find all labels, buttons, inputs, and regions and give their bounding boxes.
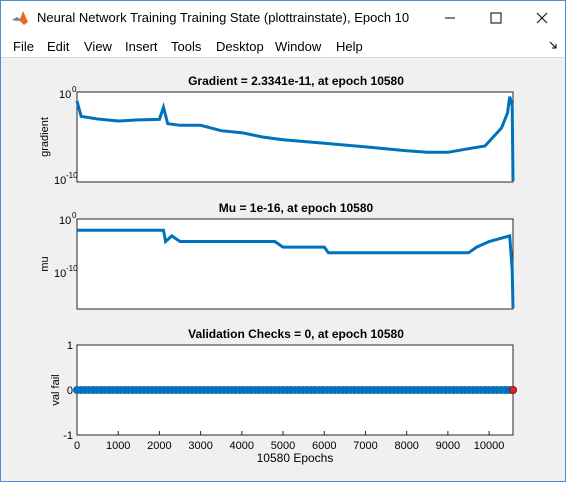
gradient-plot-area bbox=[76, 91, 514, 183]
gradient-plot-title: Gradient = 2.3341e-11, at epoch 10580 bbox=[188, 74, 404, 88]
training-state-plots: Gradient = 2.3341e-11, at epoch 10580 gr… bbox=[39, 74, 517, 465]
svg-text:0: 0 bbox=[72, 211, 77, 220]
menu-help[interactable]: Help bbox=[336, 39, 363, 54]
minimize-button[interactable] bbox=[427, 1, 473, 35]
mu-ytick-mid: 10 -10 bbox=[54, 264, 78, 280]
valfail-ytick-minus1: -1 bbox=[63, 430, 73, 442]
x-tick-labels: 0 1000 2000 3000 4000 5000 6000 7000 8000 9000 100… bbox=[74, 431, 504, 452]
mu-ytick-top: 10 0 bbox=[59, 211, 77, 227]
mu-series-line bbox=[77, 228, 515, 309]
menu-window[interactable]: Window bbox=[275, 39, 322, 54]
x-tick-label: 10000 bbox=[474, 440, 505, 452]
x-tick-label: 5000 bbox=[271, 440, 295, 452]
gradient-ylabel: gradient bbox=[39, 117, 51, 157]
svg-text:10: 10 bbox=[54, 175, 66, 187]
dock-arrow-icon[interactable] bbox=[549, 41, 557, 49]
x-tick-label: 6000 bbox=[312, 440, 336, 452]
valfail-ylabel: val fail bbox=[50, 374, 62, 405]
close-icon bbox=[536, 12, 548, 24]
valfail-scatter-points bbox=[73, 386, 517, 394]
title-bar[interactable]: Neural Network Training Training State (… bbox=[1, 1, 565, 35]
x-tick-label: 7000 bbox=[353, 440, 377, 452]
window-title: Neural Network Training Training State (… bbox=[37, 10, 409, 25]
close-button[interactable] bbox=[519, 1, 565, 35]
menu-view[interactable]: View bbox=[84, 39, 112, 54]
svg-text:-10: -10 bbox=[66, 264, 78, 273]
maximize-icon bbox=[490, 12, 502, 24]
svg-text:10: 10 bbox=[59, 215, 71, 227]
minimize-icon bbox=[445, 17, 455, 19]
menu-insert[interactable]: Insert bbox=[125, 39, 158, 54]
menu-file[interactable]: File bbox=[13, 39, 34, 54]
x-tick-label: 2000 bbox=[147, 440, 171, 452]
menu-edit[interactable]: Edit bbox=[47, 39, 70, 54]
matlab-logo-icon bbox=[11, 9, 29, 27]
mu-ylabel: mu bbox=[39, 256, 51, 271]
x-tick-label: 4000 bbox=[230, 440, 254, 452]
menu-tools[interactable]: Tools bbox=[171, 39, 202, 54]
svg-text:-10: -10 bbox=[66, 171, 78, 180]
gradient-axes[interactable]: Gradient = 2.3341e-11, at epoch 10580 gr… bbox=[39, 74, 515, 187]
x-tick-label: 8000 bbox=[394, 440, 418, 452]
valfail-ytick-1: 1 bbox=[67, 340, 73, 352]
gradient-ytick-bottom: 10 -10 bbox=[54, 171, 78, 187]
valfail-axes[interactable]: Validation Checks = 0, at epoch 10580 va… bbox=[50, 327, 517, 465]
mu-plot-title: Mu = 1e-16, at epoch 10580 bbox=[219, 201, 374, 215]
x-tick-label: 0 bbox=[74, 440, 80, 452]
mu-axes[interactable]: Mu = 1e-16, at epoch 10580 mu 10 0 10 -1… bbox=[39, 201, 515, 310]
menu-bar: File Edit View Insert Tools Desktop Wind… bbox=[1, 35, 565, 58]
gradient-series-line bbox=[75, 96, 515, 182]
epochs-xlabel: 10580 Epochs bbox=[257, 451, 334, 465]
svg-text:10: 10 bbox=[59, 89, 71, 101]
maximize-button[interactable] bbox=[473, 1, 519, 35]
valfail-plot-title: Validation Checks = 0, at epoch 10580 bbox=[188, 327, 404, 341]
x-tick-label: 3000 bbox=[188, 440, 212, 452]
x-tick-label: 1000 bbox=[106, 440, 130, 452]
valfail-final-point bbox=[509, 386, 517, 394]
x-tick-label: 9000 bbox=[436, 440, 460, 452]
valfail-ytick-0: 0 bbox=[67, 385, 73, 397]
menu-desktop[interactable]: Desktop bbox=[216, 39, 264, 54]
mu-plot-area bbox=[76, 218, 514, 310]
svg-text:10: 10 bbox=[54, 268, 66, 280]
plot-figure: Gradient = 2.3341e-11, at epoch 10580 gr… bbox=[1, 58, 565, 481]
svg-text:0: 0 bbox=[72, 85, 77, 94]
gradient-ytick-top: 10 0 bbox=[59, 85, 77, 101]
